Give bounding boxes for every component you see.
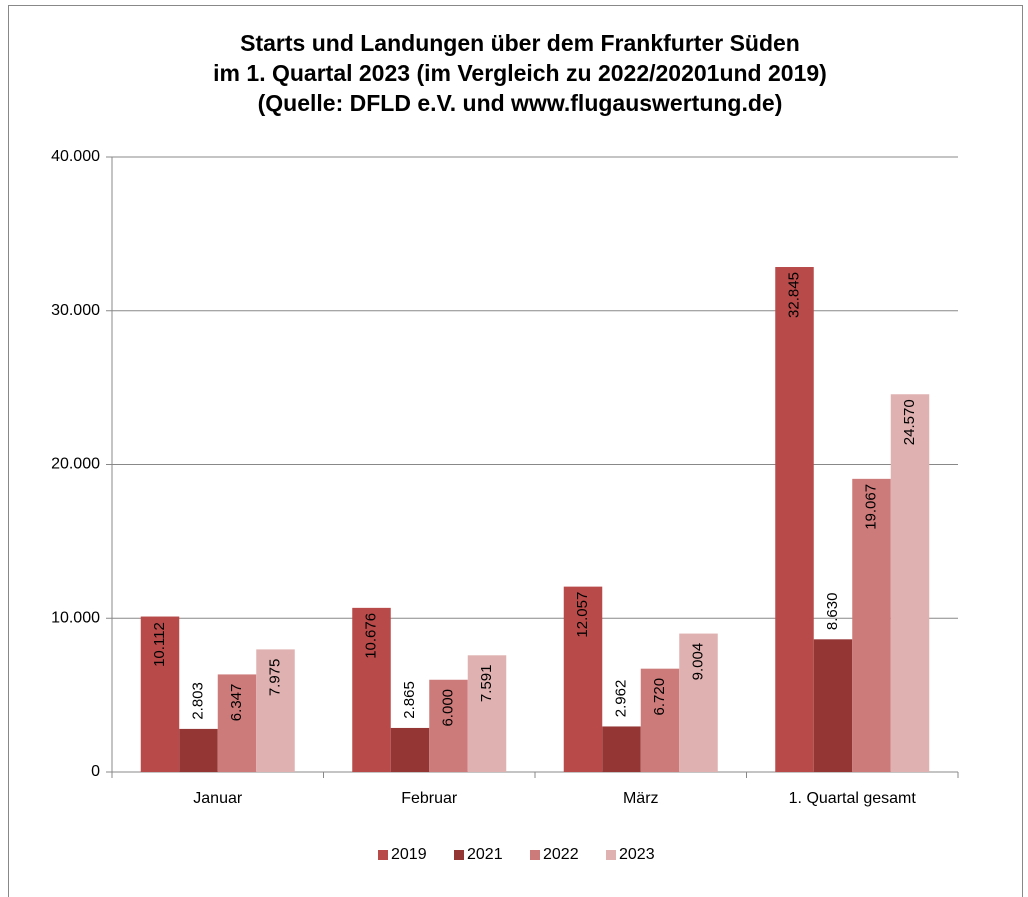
- value-label: 24.570: [901, 399, 918, 445]
- chart-title: Starts und Landungen über dem Frankfurte…: [240, 30, 800, 56]
- bar: [429, 679, 468, 772]
- y-tick-label: 10.000: [51, 609, 100, 626]
- value-label: 19.067: [862, 484, 879, 530]
- y-tick-label: 30.000: [51, 302, 100, 319]
- bar: [852, 478, 891, 772]
- legend-swatch: [606, 850, 616, 860]
- y-tick-label: 20.000: [51, 456, 100, 473]
- x-tick-label: Januar: [193, 790, 243, 807]
- value-label: 6.347: [228, 684, 245, 722]
- chart-title: im 1. Quartal 2023 (im Vergleich zu 2022…: [213, 60, 827, 86]
- bar: [640, 668, 680, 772]
- y-tick-label: 0: [91, 763, 100, 780]
- value-label: 10.676: [362, 613, 379, 659]
- bar: [352, 607, 391, 772]
- bar: [813, 639, 853, 772]
- value-label: 7.975: [266, 659, 283, 697]
- value-label: 6.720: [651, 678, 668, 716]
- legend-swatch: [378, 850, 388, 860]
- legend-label: 2021: [467, 846, 503, 863]
- chart-frame: [8, 5, 1023, 897]
- value-label: 10.112: [151, 622, 168, 667]
- value-label: 2.865: [401, 681, 418, 719]
- x-tick-label: März: [623, 790, 659, 807]
- value-label: 7.591: [478, 665, 495, 703]
- legend-swatch: [530, 850, 540, 860]
- bar: [563, 586, 603, 772]
- bar: [890, 394, 930, 772]
- value-label: 2.962: [612, 680, 629, 718]
- legend-label: 2022: [543, 846, 579, 863]
- legend-swatch: [454, 850, 464, 860]
- bar: [390, 727, 430, 772]
- legend-label: 2023: [619, 846, 655, 863]
- bar: [217, 674, 257, 772]
- bar: [775, 267, 814, 772]
- chart-title: (Quelle: DFLD e.V. und www.flugauswertun…: [258, 90, 783, 116]
- x-tick-label: 1. Quartal gesamt: [789, 790, 917, 807]
- y-tick-label: 40.000: [51, 148, 100, 165]
- value-label: 6.000: [439, 689, 456, 727]
- bar: [140, 616, 180, 772]
- bar: [256, 649, 295, 772]
- bar: [679, 633, 718, 772]
- value-label: 8.630: [824, 593, 841, 631]
- legend-label: 2019: [391, 846, 427, 863]
- bar: [602, 726, 641, 772]
- x-tick-label: Februar: [401, 790, 458, 807]
- value-label: 32.845: [785, 272, 802, 318]
- value-label: 9.004: [689, 643, 706, 681]
- value-label: 12.057: [574, 592, 591, 638]
- value-label: 2.803: [189, 682, 206, 720]
- bar: [179, 728, 218, 772]
- bar: [467, 655, 507, 772]
